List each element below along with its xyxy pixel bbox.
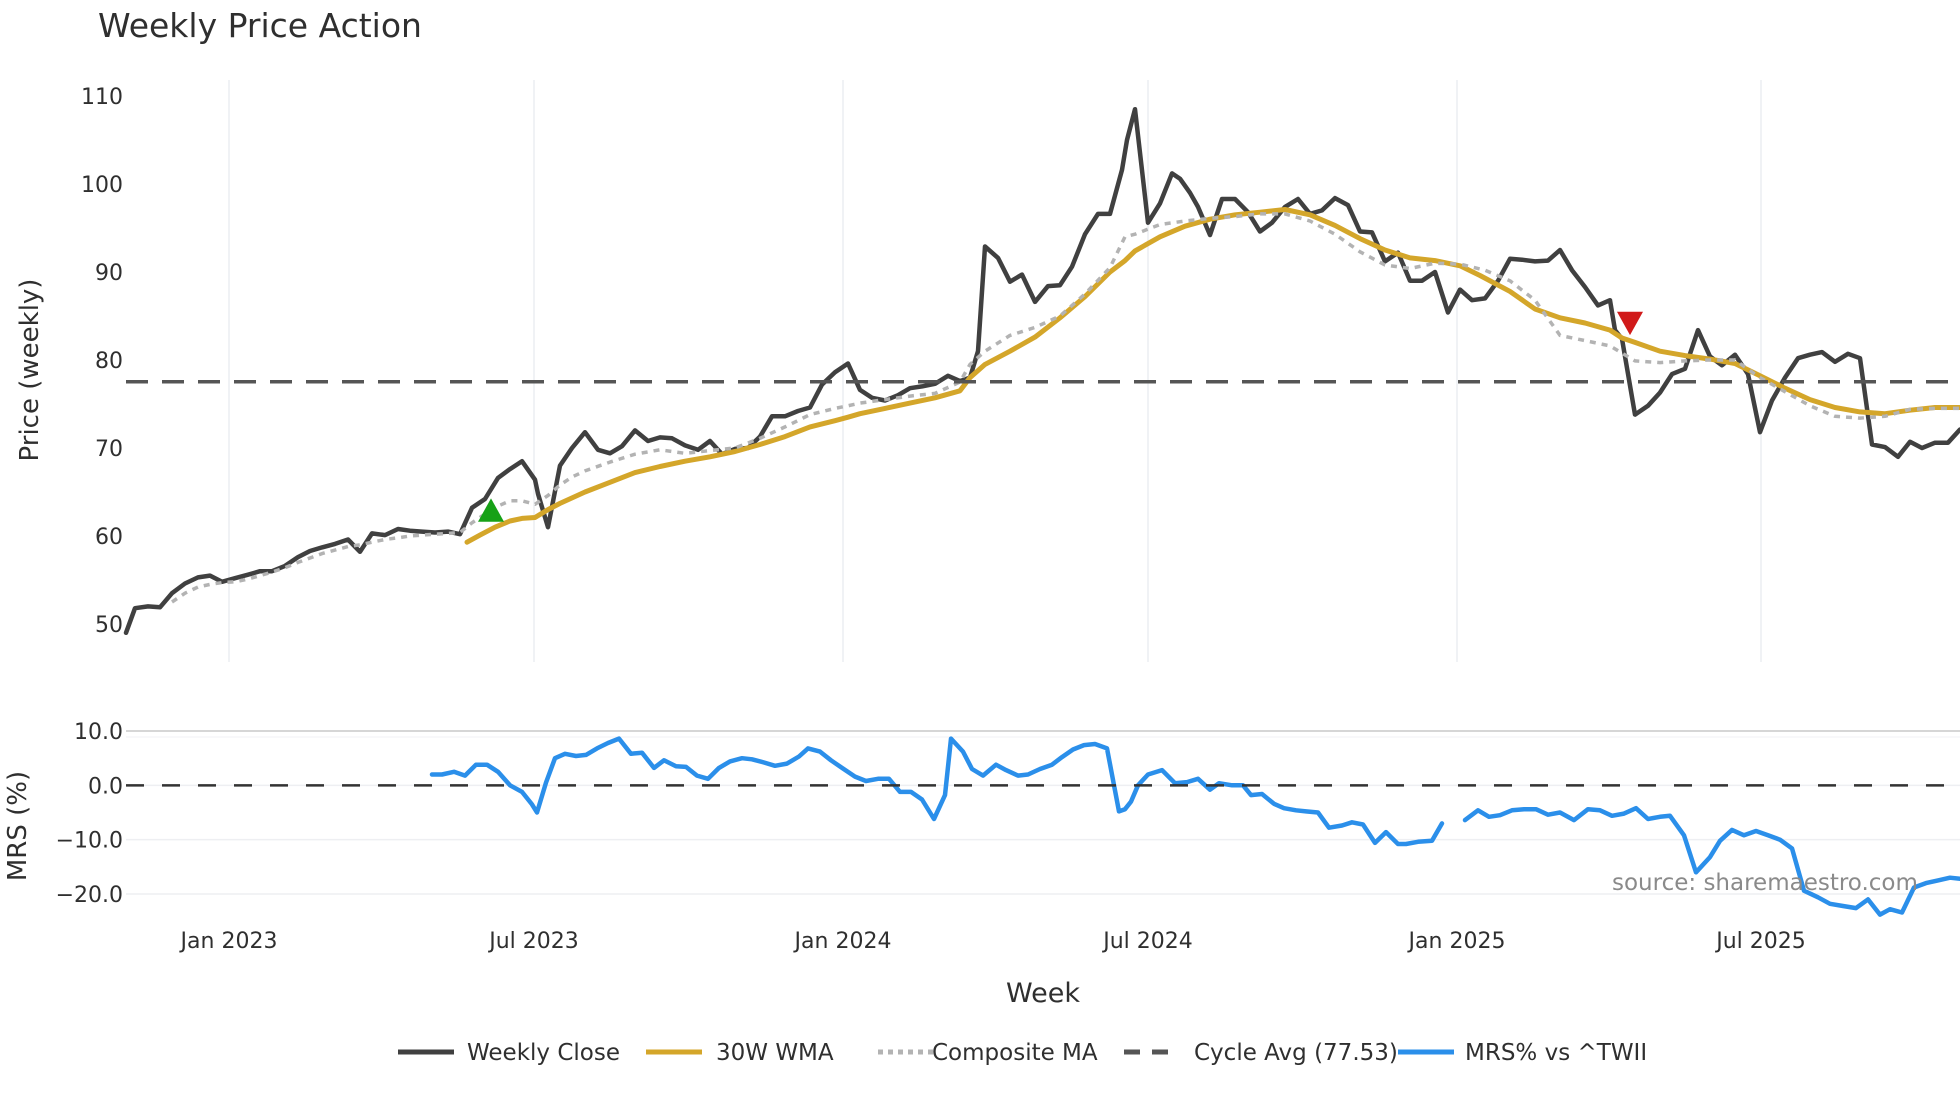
- legend: Weekly Close 30W WMA Composite MA Cycle Avg…: [398, 1040, 1647, 1066]
- mrs-y-axis-label: MRS (%): [3, 771, 33, 881]
- y-tick-label: 70: [95, 437, 123, 462]
- gridlines: [126, 80, 1960, 895]
- chart-title: Weekly Price Action: [98, 6, 422, 45]
- x-tick-label: Jan 2024: [793, 929, 892, 954]
- y-tick-label: 80: [95, 349, 123, 374]
- y-tick-label: 90: [95, 261, 123, 286]
- y-tick-label: 110: [81, 85, 123, 110]
- price-y-axis-label: Price (weekly): [15, 279, 45, 462]
- y-tick-label: 100: [81, 173, 123, 198]
- series-line: [171, 212, 1960, 604]
- x-tick-label: Jul 2024: [1101, 929, 1193, 954]
- legend-label: MRS% vs ^TWII: [1465, 1040, 1647, 1066]
- legend-label: Weekly Close: [467, 1040, 620, 1066]
- legend-label: Cycle Avg (77.53): [1194, 1040, 1398, 1066]
- legend-label: 30W WMA: [716, 1040, 834, 1066]
- y-tick-label: 50: [95, 613, 123, 638]
- sell-signal-marker: [1617, 311, 1643, 336]
- price-y-axis: 50 60 70 80 90 100 110: [81, 85, 123, 638]
- x-axis-label: Week: [1006, 978, 1080, 1009]
- plot-series: [123, 106, 1960, 917]
- buy-signal-marker: [478, 498, 504, 522]
- mrs-y-axis: 10.0 0.0 −10.0 −20.0: [56, 720, 123, 908]
- signal-markers: [478, 311, 1643, 522]
- x-tick-label: Jul 2025: [1714, 929, 1806, 954]
- x-tick-label: Jan 2023: [179, 929, 278, 954]
- x-tick-label: Jul 2023: [487, 929, 579, 954]
- x-axis: Jan 2023 Jul 2023 Jan 2024 Jul 2024 Jan 2025…: [179, 929, 1806, 954]
- series-line: [429, 736, 1960, 917]
- source-annotation: source: sharemaestro.com: [1612, 870, 1918, 896]
- series-line: [464, 207, 1960, 545]
- y-tick-label: 10.0: [74, 720, 123, 745]
- y-tick-label: 60: [95, 525, 123, 550]
- legend-label: Composite MA: [932, 1040, 1098, 1066]
- y-tick-label: 0.0: [88, 774, 123, 799]
- y-tick-label: −20.0: [56, 883, 123, 908]
- series-line: [123, 106, 1960, 636]
- y-tick-label: −10.0: [56, 829, 123, 854]
- x-tick-label: Jan 2025: [1407, 929, 1506, 954]
